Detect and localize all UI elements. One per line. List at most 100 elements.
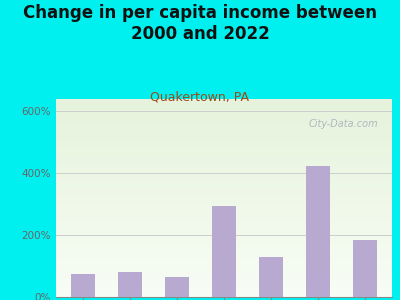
Bar — [56, 202, 392, 204]
Bar — [56, 141, 392, 142]
Bar — [56, 220, 392, 222]
Bar — [56, 244, 392, 245]
Bar — [56, 178, 392, 180]
Bar — [56, 265, 392, 267]
Bar — [56, 204, 392, 206]
Bar — [56, 117, 392, 119]
Bar — [56, 261, 392, 263]
Bar — [56, 151, 392, 152]
Bar — [56, 232, 392, 234]
Bar — [56, 135, 392, 137]
Bar — [56, 206, 392, 208]
Bar — [56, 146, 392, 148]
Bar — [56, 186, 392, 188]
Bar — [56, 230, 392, 232]
Bar — [56, 166, 392, 168]
Bar — [56, 127, 392, 129]
Bar — [56, 152, 392, 154]
Bar — [56, 245, 392, 247]
Bar — [56, 224, 392, 226]
Bar — [56, 216, 392, 218]
Bar — [56, 277, 392, 279]
Bar — [56, 210, 392, 212]
Bar — [56, 289, 392, 291]
Bar — [56, 222, 392, 224]
Bar — [56, 271, 392, 273]
Bar — [56, 172, 392, 174]
Bar — [56, 162, 392, 164]
Bar — [259, 257, 283, 297]
Bar — [56, 115, 392, 117]
Bar — [56, 212, 392, 214]
Bar — [56, 156, 392, 158]
Bar — [56, 180, 392, 182]
Bar — [56, 158, 392, 160]
Bar — [56, 263, 392, 265]
Text: Change in per capita income between
2000 and 2022: Change in per capita income between 2000… — [23, 4, 377, 43]
Bar — [56, 279, 392, 281]
Bar — [56, 188, 392, 190]
Bar — [353, 240, 377, 297]
Bar — [56, 194, 392, 196]
Bar — [56, 119, 392, 121]
Bar — [56, 242, 392, 244]
Bar — [56, 255, 392, 257]
Bar — [56, 113, 392, 115]
Bar — [56, 260, 392, 261]
Bar — [56, 131, 392, 133]
Bar — [56, 236, 392, 238]
Bar — [56, 105, 392, 107]
Bar — [56, 107, 392, 109]
Bar — [56, 248, 392, 250]
Bar — [56, 136, 392, 139]
Bar — [56, 121, 392, 123]
Bar — [56, 291, 392, 293]
Bar — [56, 234, 392, 236]
Text: City-Data.com: City-Data.com — [309, 119, 378, 129]
Bar — [56, 190, 392, 192]
Bar — [56, 154, 392, 156]
Bar — [56, 164, 392, 166]
Bar — [56, 267, 392, 269]
Bar — [56, 226, 392, 228]
Bar — [56, 139, 392, 141]
Bar — [56, 145, 392, 146]
Bar — [56, 198, 392, 200]
Bar — [56, 103, 392, 105]
Bar — [56, 293, 392, 295]
Bar — [56, 238, 392, 240]
Bar — [56, 196, 392, 198]
Bar — [56, 125, 392, 127]
Bar — [56, 240, 392, 242]
Bar — [56, 184, 392, 186]
Bar — [56, 99, 392, 101]
Bar — [165, 277, 189, 297]
Bar — [56, 170, 392, 172]
Bar — [212, 206, 236, 297]
Bar — [306, 166, 330, 297]
Bar — [56, 254, 392, 255]
Bar — [56, 218, 392, 220]
Bar — [118, 272, 142, 297]
Bar — [56, 295, 392, 297]
Bar — [56, 109, 392, 111]
Bar — [56, 228, 392, 230]
Bar — [56, 101, 392, 103]
Bar — [56, 257, 392, 260]
Bar — [56, 182, 392, 184]
Bar — [56, 176, 392, 178]
Bar — [56, 275, 392, 277]
Bar — [56, 251, 392, 253]
Bar — [56, 133, 392, 135]
Bar — [56, 208, 392, 210]
Bar — [56, 283, 392, 285]
Bar — [56, 148, 392, 151]
Bar — [56, 285, 392, 287]
Bar — [56, 214, 392, 216]
Bar — [56, 200, 392, 202]
Bar — [56, 273, 392, 275]
Bar — [56, 174, 392, 176]
Bar — [56, 123, 392, 125]
Bar — [56, 269, 392, 271]
Bar — [56, 168, 392, 170]
